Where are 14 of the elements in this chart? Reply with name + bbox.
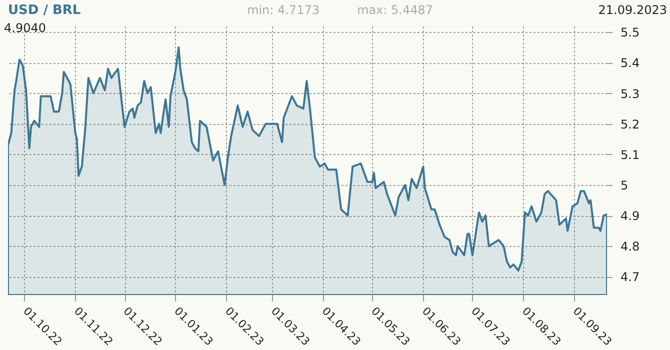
y-tick-label: 5.5 [620, 26, 640, 40]
y-tick-label: 4.8 [620, 240, 640, 254]
annotation: 4.9040 [4, 21, 46, 35]
y-tick-label: 4.7 [620, 270, 640, 284]
y-tick-label: 5 [620, 178, 628, 192]
y-tick-label: 5.3 [620, 86, 640, 101]
text: 21.09.2023 [598, 3, 667, 17]
y-tick-label: 4.9 [620, 209, 640, 224]
y-tick-label: 5.2 [620, 117, 640, 132]
text: max: 5.4487 [357, 3, 433, 17]
text: min: 4.7173 [247, 3, 320, 17]
y-tick-label: 5.4 [620, 56, 640, 70]
y-tick-label: 5.1 [620, 148, 640, 162]
chart-title: USD / BRL [8, 3, 81, 18]
